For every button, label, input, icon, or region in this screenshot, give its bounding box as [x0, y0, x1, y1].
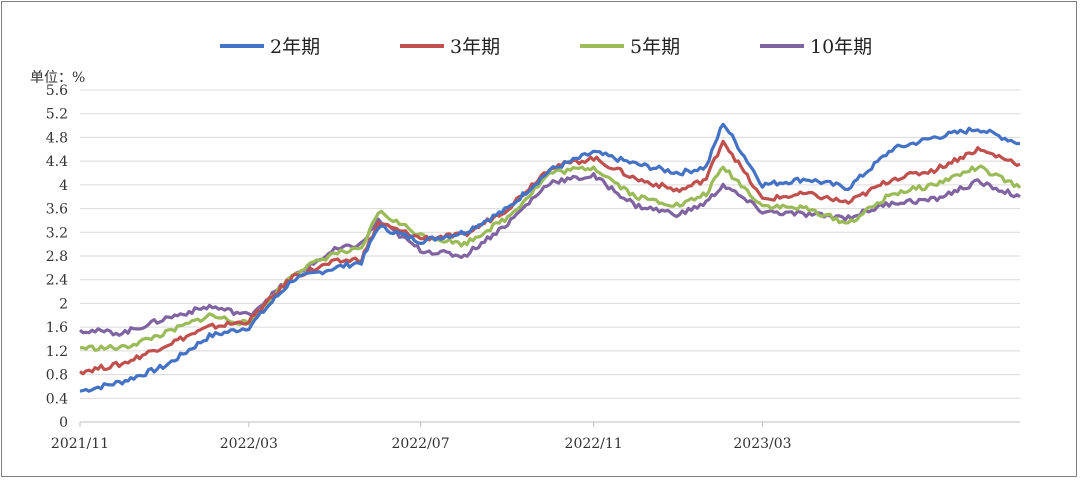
y-tick-label: 1.2: [46, 344, 68, 360]
x-tick-label: 2022/03: [220, 436, 278, 452]
y-tick-label: 0: [59, 415, 68, 431]
legend-label: 10年期: [810, 36, 872, 58]
x-tick-label: 2021/11: [51, 436, 109, 452]
y-tick-label: 0.8: [46, 368, 68, 384]
x-tick-label: 2022/07: [391, 436, 449, 452]
y-tick-label: 5.2: [46, 107, 68, 123]
y-tick-label: 1.6: [46, 320, 68, 336]
y-tick-label: 0.4: [46, 391, 68, 407]
series-lines: [78, 122, 1022, 393]
series-line-1: [79, 122, 1021, 393]
legend: 2年期 3年期 5年期 10年期: [220, 36, 872, 58]
gridlines: [80, 89, 1020, 423]
y-tick-label: 4.4: [46, 154, 68, 170]
legend-label: 3年期: [450, 36, 500, 58]
series-line-2: [79, 139, 1021, 376]
x-tick-label: 2023/03: [733, 436, 791, 452]
y-tick-label: 5.6: [46, 83, 68, 99]
x-tick-label: 2022/11: [565, 436, 623, 452]
series-line-4: [78, 172, 1021, 337]
y-tick-label: 4: [59, 178, 68, 194]
y-tick-label: 4.8: [46, 130, 68, 146]
series-line-3: [79, 164, 1022, 352]
y-tick-label: 2.8: [46, 249, 68, 265]
y-axis: 5.6 5.2 4.8 4.4 4 3.6 3.2 2.8 2.4 2 1.6 1.2 0.8 0.4 0: [46, 83, 68, 431]
y-axis-unit-label: 单位：%: [30, 70, 85, 86]
y-tick-label: 3.2: [46, 225, 68, 241]
legend-label: 2年期: [270, 36, 320, 58]
x-axis: 2021/11 2022/03 2022/07 2022/11 2023/03: [51, 422, 792, 452]
y-tick-label: 3.6: [46, 202, 68, 218]
y-tick-label: 2.4: [46, 273, 68, 289]
legend-label: 5年期: [630, 36, 680, 58]
y-tick-label: 2: [59, 296, 68, 312]
